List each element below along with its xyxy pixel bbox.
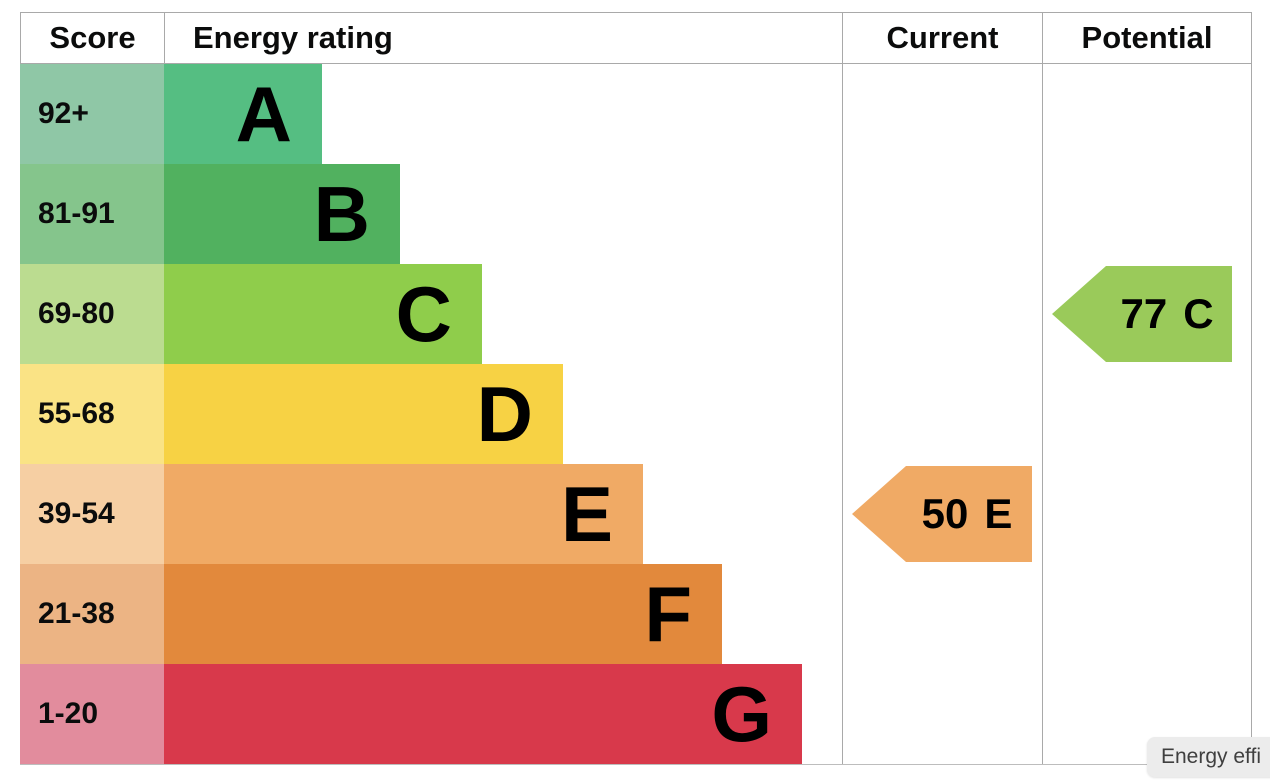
rating-bar: E [164,464,643,564]
score-range: 69-80 [20,264,164,364]
current-score-value: 50 [921,490,969,537]
rating-bar: F [164,564,722,664]
rating-bar: A [164,64,322,164]
band-rows: 92+ A 81-91 B 69-80 C 55-68 D 39-54 E 21… [20,64,1252,765]
potential-band-letter: C [1183,290,1214,337]
score-range: 21-38 [20,564,164,664]
score-range: 55-68 [20,364,164,464]
band-letter: D [476,370,533,458]
score-range: 92+ [20,64,164,164]
score-range: 1-20 [20,664,164,764]
band-letter: F [644,570,692,658]
potential-column-divider [1042,64,1043,764]
band-row-e: 39-54 E [20,464,1252,564]
energy-rating-table[interactable]: Score Energy rating Current Potential 92… [20,12,1252,765]
band-row-g: 1-20 G [20,664,1252,764]
band-row-c: 69-80 C [20,264,1252,364]
header-score: Score [21,13,165,63]
band-letter: E [560,470,613,558]
table-right-border [1251,64,1252,764]
current-column-divider [842,64,843,764]
band-row-d: 55-68 D [20,364,1252,464]
status-tooltip: Energy effi [1147,737,1270,777]
potential-score-value: 77 [1120,290,1168,337]
band-letter: A [235,70,292,158]
rating-bar: D [164,364,563,464]
header-energy-rating: Energy rating [165,13,843,63]
rating-bar: C [164,264,482,364]
band-row-b: 81-91 B [20,164,1252,264]
score-range: 39-54 [20,464,164,564]
band-row-a: 92+ A [20,64,1252,164]
band-letter: B [313,170,370,258]
band-letter: G [711,670,772,758]
rating-bar: B [164,164,400,264]
current-band-letter: E [984,490,1013,537]
score-range: 81-91 [20,164,164,264]
table-header: Score Energy rating Current Potential [20,12,1252,64]
band-row-f: 21-38 F [20,564,1252,664]
band-letter: C [395,270,452,358]
rating-bar: G [164,664,802,764]
header-current: Current [843,13,1043,63]
header-potential: Potential [1081,20,1213,55]
